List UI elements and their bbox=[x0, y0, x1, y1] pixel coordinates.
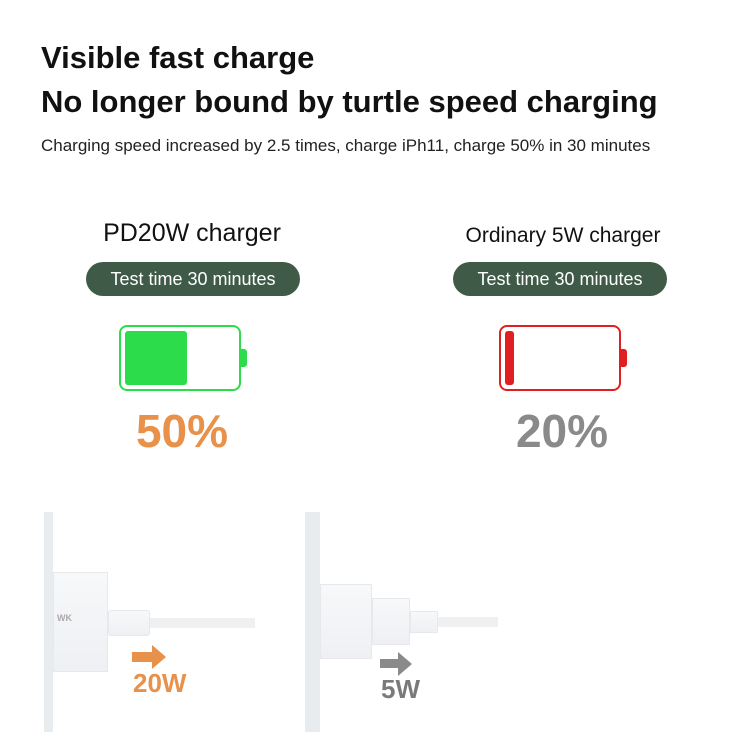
battery-terminal bbox=[241, 349, 247, 367]
right-percent: 20% bbox=[515, 405, 609, 457]
wall bbox=[305, 512, 320, 732]
arrow-icon bbox=[132, 652, 152, 662]
cable-connector bbox=[108, 610, 150, 636]
right-battery-icon bbox=[499, 325, 621, 391]
pd20w-charger: WK bbox=[53, 572, 108, 672]
arrow-head bbox=[398, 652, 412, 676]
left-percent: 50% bbox=[135, 405, 229, 457]
right-charger-label: Ordinary 5W charger bbox=[465, 224, 661, 247]
brand-logo: WK bbox=[57, 613, 72, 623]
cable bbox=[150, 618, 255, 628]
left-battery-icon bbox=[119, 325, 241, 391]
right-watt: 5W bbox=[381, 674, 420, 704]
ordinary-5w-charger bbox=[320, 584, 372, 659]
left-test-time-pill: Test time 30 minutes bbox=[86, 262, 300, 296]
usb-plug bbox=[372, 598, 410, 645]
arrow-head bbox=[152, 645, 166, 669]
cable-connector bbox=[410, 611, 438, 633]
arrow-icon bbox=[380, 659, 398, 668]
battery-fill bbox=[505, 331, 514, 385]
battery-fill bbox=[125, 331, 187, 385]
wall bbox=[44, 512, 53, 732]
left-charger-label: PD20W charger bbox=[103, 219, 281, 247]
description: Charging speed increased by 2.5 times, c… bbox=[41, 136, 651, 155]
cable bbox=[438, 617, 498, 627]
headline: Visible fast charge bbox=[41, 40, 315, 75]
right-test-time-pill: Test time 30 minutes bbox=[453, 262, 667, 296]
battery-terminal bbox=[621, 349, 627, 367]
subheadline: No longer bound by turtle speed charging bbox=[41, 84, 658, 119]
left-watt: 20W bbox=[133, 668, 187, 698]
